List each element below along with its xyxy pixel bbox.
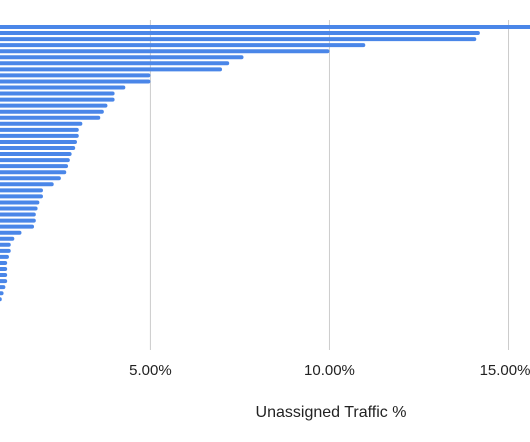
- bar: [0, 158, 70, 163]
- x-axis-ticks: 5.00% 10.00% 15.00%: [129, 362, 530, 379]
- bar: [0, 285, 6, 290]
- bar: [0, 97, 115, 102]
- bar: [0, 279, 8, 284]
- bar: [0, 170, 67, 175]
- bar: [0, 139, 77, 144]
- bar: [0, 248, 11, 253]
- bar: [0, 164, 69, 169]
- x-tick-label: 15.00%: [480, 362, 530, 379]
- x-axis-title: Unassigned Traffic %: [256, 404, 407, 421]
- bar: [0, 230, 22, 235]
- bar: [0, 297, 2, 302]
- bar: [0, 25, 530, 29]
- bars: [0, 25, 530, 302]
- bar: [0, 133, 79, 138]
- bar: [0, 273, 8, 278]
- x-tick-label: 10.00%: [304, 362, 355, 379]
- bar: [0, 55, 244, 60]
- bar: [0, 146, 76, 150]
- bar: [0, 254, 9, 259]
- bar: [0, 115, 101, 120]
- bar: [0, 109, 104, 114]
- bar: [0, 121, 83, 126]
- bar: [0, 43, 366, 48]
- bar: [0, 73, 151, 78]
- bar: [0, 91, 115, 96]
- bar: [0, 67, 223, 72]
- bar: [0, 182, 54, 187]
- bar: [0, 224, 35, 229]
- bar: [0, 291, 4, 296]
- bar: [0, 103, 108, 108]
- bar: [0, 206, 38, 211]
- bar: [0, 188, 43, 193]
- bar: [0, 79, 151, 84]
- bar: [0, 260, 8, 265]
- bar: [0, 242, 11, 247]
- bar: [0, 267, 8, 271]
- bar: [0, 85, 126, 90]
- bar: [0, 37, 477, 42]
- bar: [0, 127, 79, 132]
- bar: [0, 212, 36, 217]
- bar: [0, 31, 480, 36]
- x-tick-label: 5.00%: [129, 362, 172, 379]
- bar: [0, 194, 43, 199]
- bar: [0, 200, 40, 205]
- grid-lines: [149, 20, 510, 350]
- bar: [0, 49, 330, 54]
- bar: [0, 152, 72, 157]
- bar: [0, 176, 61, 181]
- bar: [0, 236, 15, 241]
- bar: [0, 61, 230, 66]
- bar: [0, 218, 36, 223]
